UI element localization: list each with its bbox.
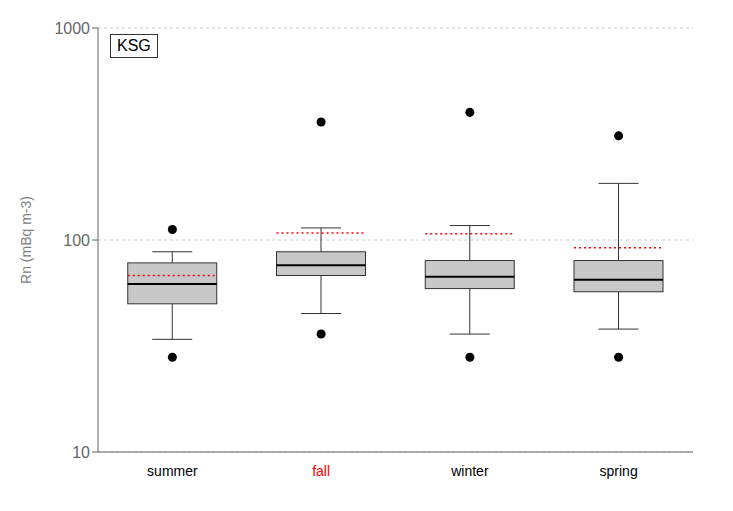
svg-text:Rn (mBq m-3): Rn (mBq m-3) bbox=[18, 196, 34, 284]
svg-text:winter: winter bbox=[450, 463, 489, 479]
svg-text:1000: 1000 bbox=[54, 20, 90, 37]
svg-text:100: 100 bbox=[63, 232, 90, 249]
svg-text:summer: summer bbox=[147, 463, 198, 479]
html-text:KSG: KSG bbox=[117, 37, 151, 54]
svg-text:10: 10 bbox=[72, 444, 90, 461]
svg-text:spring: spring bbox=[600, 463, 638, 479]
svg-text:fall: fall bbox=[312, 463, 330, 479]
